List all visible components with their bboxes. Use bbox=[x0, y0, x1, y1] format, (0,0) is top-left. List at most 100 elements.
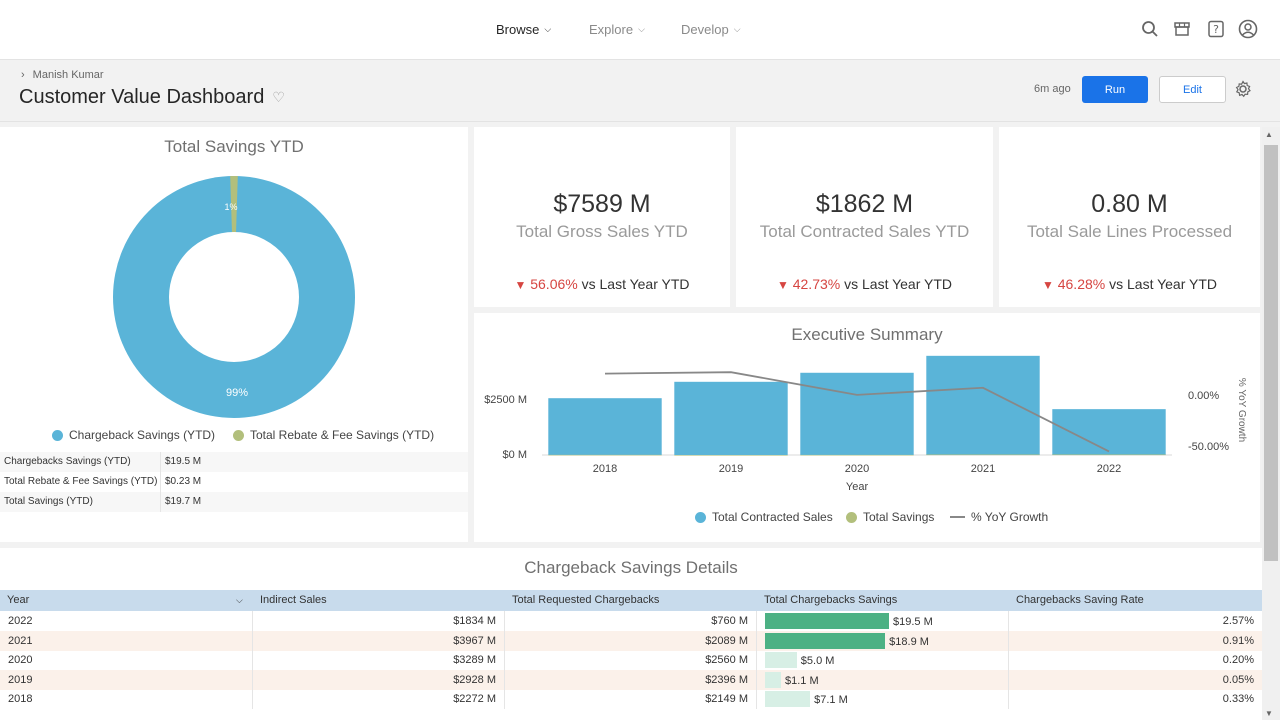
last-updated-text: 6m ago bbox=[1034, 83, 1071, 95]
bar-total-savings-2019[interactable] bbox=[674, 454, 788, 456]
table-row[interactable]: 2018 $2272 M $2149 M $7.1 M 0.33% bbox=[0, 689, 1262, 710]
bar-total-savings-2020[interactable] bbox=[800, 454, 914, 456]
bar-total-savings-2022[interactable] bbox=[1052, 454, 1166, 456]
column-header-year[interactable]: Year bbox=[7, 594, 30, 606]
column-header-saving-rate[interactable]: Chargebacks Saving Rate bbox=[1016, 594, 1144, 606]
search-icon[interactable] bbox=[1139, 18, 1161, 40]
legend-dot bbox=[233, 429, 244, 441]
marketplace-icon[interactable] bbox=[1171, 18, 1193, 40]
down-arrow-icon: ▼ bbox=[514, 278, 527, 292]
nav-develop-label: Develop bbox=[681, 22, 729, 37]
bar-contracted-sales-2020[interactable] bbox=[800, 372, 914, 455]
table-row[interactable]: 2019 $2928 M $2396 M $1.1 M 0.05% bbox=[0, 669, 1262, 690]
table-row[interactable]: 2022 $1834 M $760 M $19.5 M 2.57% bbox=[0, 611, 1262, 631]
bar-contracted-sales-2019[interactable] bbox=[674, 381, 788, 455]
kpi-compare-text: vs Last Year YTD bbox=[1109, 276, 1218, 292]
dashboard-header: › Manish Kumar Customer Value Dashboard … bbox=[0, 60, 1280, 122]
legend-label: Total Savings bbox=[863, 510, 935, 524]
edit-button[interactable]: Edit bbox=[1159, 76, 1226, 103]
row-value: $19.7 M bbox=[165, 496, 202, 507]
tile-title: Total Savings YTD bbox=[164, 137, 304, 156]
savings-donut-chart: 99% 1% bbox=[113, 176, 355, 418]
bar-contracted-sales-2021[interactable] bbox=[926, 355, 1040, 455]
legend-item-chargeback[interactable]: Chargeback Savings (YTD) bbox=[52, 428, 215, 442]
bar-total-savings-2018[interactable] bbox=[548, 454, 662, 456]
kpi-value: 0.80 M bbox=[1091, 190, 1168, 218]
run-button[interactable]: Run bbox=[1082, 76, 1148, 103]
kpi-compare-text: vs Last Year YTD bbox=[581, 276, 690, 292]
scroll-up-arrow-icon[interactable]: ▲ bbox=[1265, 130, 1273, 139]
legend-dot bbox=[846, 511, 857, 523]
breadcrumb-folder[interactable]: Manish Kumar bbox=[32, 69, 104, 81]
svg-text:?: ? bbox=[1213, 23, 1219, 36]
row-label: Total Savings (YTD) bbox=[4, 496, 93, 507]
cell-year: 2022 bbox=[8, 615, 33, 627]
chevron-down-icon: ⌵ bbox=[733, 24, 741, 34]
cell-saving-rate: 0.05% bbox=[1222, 673, 1254, 686]
kpi-label: Total Sale Lines Processed bbox=[1026, 222, 1233, 241]
y-tick-label: $0 M bbox=[503, 449, 527, 461]
cell-chargeback-savings: $7.1 M bbox=[814, 694, 848, 707]
top-nav-bar: Browse ⌵ Explore ⌵ Develop ⌵ ? bbox=[0, 0, 1280, 60]
row-label: Chargebacks Savings (YTD) bbox=[4, 456, 131, 467]
nav-explore-label: Explore bbox=[589, 22, 634, 37]
column-header-chargeback-savings[interactable]: Total Chargebacks Savings bbox=[764, 594, 898, 606]
savings-bar bbox=[765, 671, 781, 688]
legend-item-yoy-growth[interactable]: % YoY Growth bbox=[950, 510, 1048, 524]
down-arrow-icon: ▼ bbox=[1041, 278, 1054, 292]
x-tick-label: 2018 bbox=[593, 463, 617, 475]
savings-bar bbox=[765, 632, 886, 649]
cell-indirect-sales: $2272 M bbox=[453, 693, 496, 706]
down-arrow-icon: ▼ bbox=[776, 278, 789, 292]
table-row[interactable]: 2020 $3289 M $2560 M $5.0 M 0.20% bbox=[0, 650, 1262, 671]
cell-chargeback-savings: $1.1 M bbox=[785, 674, 819, 687]
column-header-indirect-sales[interactable]: Indirect Sales bbox=[260, 594, 327, 606]
help-icon[interactable]: ? bbox=[1205, 18, 1227, 40]
legend-label: Chargeback Savings (YTD) bbox=[69, 428, 216, 442]
cell-saving-rate: 0.91% bbox=[1222, 634, 1254, 647]
table-row[interactable]: 2021 $3967 M $2089 M $18.9 M 0.91% bbox=[0, 630, 1262, 651]
chevron-right-icon: › bbox=[21, 69, 25, 81]
kpi-label: Total Gross Sales YTD bbox=[516, 222, 688, 241]
bar-total-savings-2021[interactable] bbox=[926, 454, 1040, 456]
legend-item-total-savings[interactable]: Total Savings bbox=[846, 510, 934, 524]
cell-requested-chargebacks: $2396 M bbox=[705, 673, 748, 686]
kpi-tile-sale-lines: 0.80 M Total Sale Lines Processed ▼ 46.2… bbox=[999, 127, 1260, 307]
page-title: Customer Value Dashboard ♡ bbox=[19, 86, 285, 109]
dashboard-title: Customer Value Dashboard bbox=[19, 86, 265, 108]
kpi-compare-text: vs Last Year YTD bbox=[844, 276, 953, 292]
slice-label-chargeback: 99% bbox=[226, 387, 248, 399]
x-tick-label: 2020 bbox=[845, 463, 869, 475]
y2-axis-label: % YoY Growth bbox=[1236, 378, 1247, 442]
row-value: $0.23 M bbox=[165, 476, 202, 487]
scrollbar-thumb[interactable] bbox=[1264, 145, 1278, 561]
breadcrumb[interactable]: › Manish Kumar bbox=[21, 69, 104, 81]
nav-develop[interactable]: Develop ⌵ bbox=[681, 22, 741, 37]
legend-item-contracted-sales[interactable]: Total Contracted Sales bbox=[695, 510, 833, 524]
kpi-change: 56.06% bbox=[530, 276, 578, 292]
favorite-heart-icon[interactable]: ♡ bbox=[272, 89, 285, 105]
legend-item-rebate[interactable]: Total Rebate & Fee Savings (YTD) bbox=[233, 428, 434, 442]
nav-browse[interactable]: Browse ⌵ bbox=[496, 22, 551, 37]
chevron-down-icon[interactable]: ⌵ bbox=[236, 595, 243, 605]
scroll-down-arrow-icon[interactable]: ▼ bbox=[1265, 709, 1273, 718]
gear-icon[interactable] bbox=[1234, 80, 1252, 98]
cell-chargeback-savings: $19.5 M bbox=[893, 616, 933, 628]
slice-label-rebate: 1% bbox=[224, 202, 237, 212]
account-icon[interactable] bbox=[1237, 18, 1259, 40]
legend-dot bbox=[695, 511, 706, 523]
nav-explore[interactable]: Explore ⌵ bbox=[589, 22, 645, 37]
yoy-growth-line[interactable] bbox=[604, 371, 1110, 453]
cell-saving-rate: 2.57% bbox=[1222, 615, 1254, 627]
column-header-requested-chargebacks[interactable]: Total Requested Chargebacks bbox=[512, 594, 660, 606]
cell-saving-rate: 0.20% bbox=[1222, 654, 1254, 667]
kpi-change: 46.28% bbox=[1057, 276, 1106, 292]
total-savings-tile: Total Savings YTD 99% 1% Chargeback Savi… bbox=[0, 127, 468, 542]
bar-contracted-sales-2018[interactable] bbox=[548, 398, 662, 455]
savings-bar bbox=[765, 652, 797, 669]
nav-browse-label: Browse bbox=[496, 22, 540, 37]
cell-year: 2018 bbox=[8, 693, 33, 706]
cell-year: 2019 bbox=[8, 673, 33, 686]
x-axis-label: Year bbox=[846, 481, 869, 493]
legend-label: Total Rebate & Fee Savings (YTD) bbox=[250, 428, 435, 442]
